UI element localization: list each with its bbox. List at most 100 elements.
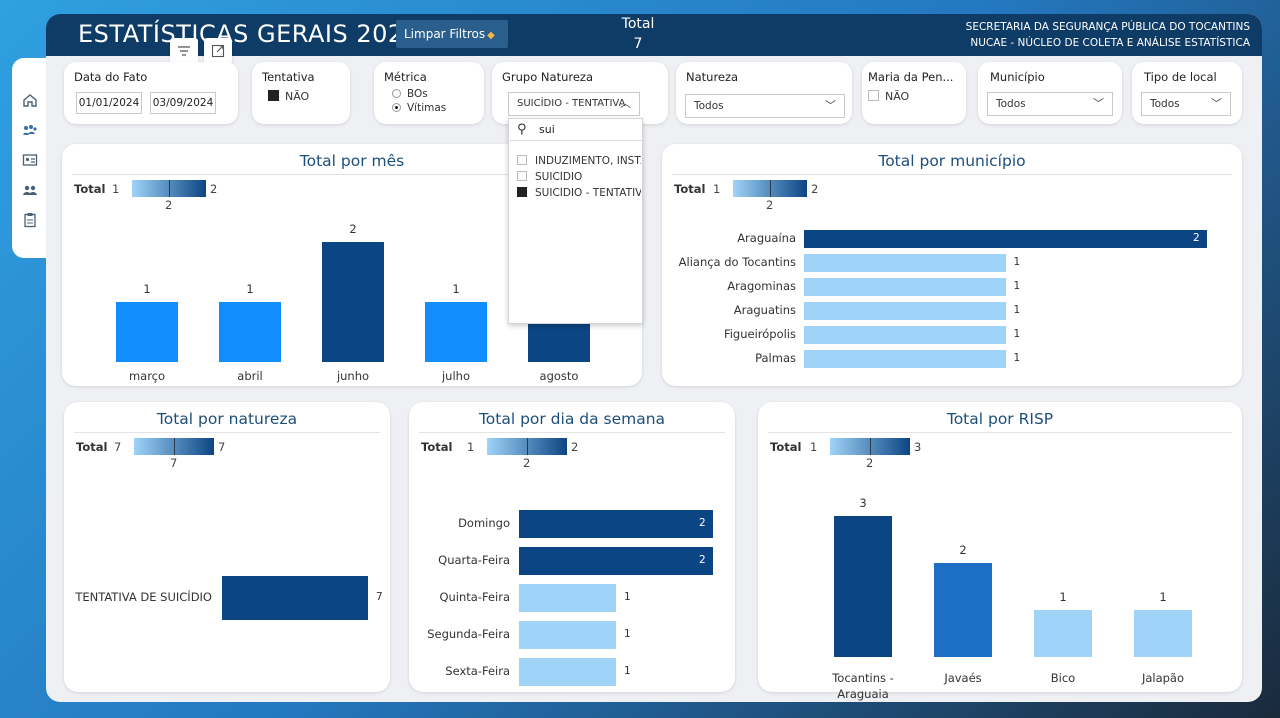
maria-penha-option-label: NÃO: [885, 90, 910, 103]
checkbox-checked: [268, 90, 279, 101]
radio-bos[interactable]: BOs: [392, 88, 428, 100]
search-icon: ⚲: [517, 122, 527, 137]
legend-min: 1: [810, 440, 818, 454]
card-total-por-natureza: Total por natureza Total 7 7 7 TENTATIVA DE S…: [64, 402, 390, 692]
bar-value-label: 2: [1193, 232, 1200, 244]
bar[interactable]: [519, 547, 713, 575]
bar[interactable]: [222, 576, 368, 620]
total-label: Total: [621, 16, 655, 32]
legend-max: 2: [811, 182, 819, 196]
checkbox-unchecked: [517, 155, 527, 165]
tentativa-option[interactable]: NÃO: [268, 90, 309, 103]
date-start-input[interactable]: 01/01/2024: [76, 92, 142, 114]
bar[interactable]: [519, 658, 616, 686]
bar-value-label: 1: [1013, 280, 1021, 292]
category-label: Araguatins: [733, 303, 796, 317]
tipo-local-slicer: Tipo de local Todos ﹀: [1132, 62, 1242, 124]
home-icon[interactable]: [22, 92, 38, 108]
natureza-slicer: Natureza Todos ﹀: [676, 62, 852, 124]
legend-label: Total: [674, 182, 706, 196]
date-end-input[interactable]: 03/09/2024: [150, 92, 216, 114]
municipio-label: Município: [990, 70, 1045, 84]
grupo-natureza-label: Grupo Natureza: [502, 70, 594, 84]
id-card-icon[interactable]: [22, 152, 38, 168]
bar[interactable]: [425, 302, 487, 362]
popup-option-label: INDUZIMENTO, INST...: [535, 155, 641, 167]
bar[interactable]: [804, 326, 1006, 344]
filter-icon[interactable]: [170, 38, 198, 64]
bar-value-label: 1: [1013, 256, 1021, 268]
tipo-local-dropdown[interactable]: Todos ﹀: [1141, 92, 1231, 116]
chevron-down-icon: ﹀: [1093, 97, 1104, 110]
bar[interactable]: [219, 302, 281, 362]
category-label: Quinta-Feira: [439, 590, 510, 604]
legend-max: 2: [210, 182, 218, 196]
radio-selected-icon: [392, 103, 401, 112]
bar-value-label: 7: [376, 591, 383, 603]
bar[interactable]: [519, 584, 616, 612]
bar[interactable]: [834, 516, 892, 657]
bar[interactable]: [804, 302, 1006, 320]
category-label: abril: [237, 369, 263, 383]
bar[interactable]: [804, 278, 1006, 296]
metrica-label: Métrica: [384, 70, 427, 84]
bar-value-label: 2: [349, 222, 357, 236]
bar-value-label: 1: [1013, 304, 1021, 316]
bar-value-label: 1: [1013, 328, 1021, 340]
tentativa-slicer: Tentativa NÃO: [252, 62, 350, 124]
clipboard-icon[interactable]: [22, 212, 38, 228]
bar[interactable]: [116, 302, 178, 362]
category-label: agosto: [539, 369, 579, 383]
maria-penha-option[interactable]: NÃO: [868, 90, 909, 103]
bar-value-label: 2: [699, 554, 706, 566]
popup-search-value: sui: [539, 123, 555, 136]
grupo-natureza-dropdown[interactable]: SUICÍDIO - TENTATIVA ︿: [508, 92, 640, 116]
chart-title: Total por dia da semana: [478, 410, 666, 428]
bar-value-label: 1: [624, 665, 631, 677]
bar[interactable]: [934, 563, 992, 657]
natureza-value: Todos: [694, 100, 724, 112]
people-group-icon[interactable]: [22, 122, 38, 138]
users-icon[interactable]: [22, 182, 38, 198]
bar[interactable]: [1134, 610, 1192, 657]
legend-mid: 2: [766, 198, 774, 212]
radio-vitimas[interactable]: Vítimas: [392, 102, 446, 114]
header-bar: ESTATÍSTICAS GERAIS 2024 Limpar Filtros ◆…: [46, 14, 1262, 56]
legend-label: Total: [421, 440, 453, 454]
sidebar: [12, 58, 46, 258]
tentativa-option-label: NÃO: [285, 90, 310, 103]
category-label: Figueirópolis: [723, 327, 796, 341]
focus-mode-icon[interactable]: [204, 38, 232, 64]
popup-search-input[interactable]: ⚲ sui: [509, 119, 642, 141]
nucae-text: NUCAE - NÚCLEO DE COLETA E ANÁLISE ESTAT…: [970, 37, 1250, 49]
total-card: Total 7: [606, 14, 670, 54]
popup-option[interactable]: SUICÍDIO - TENTATIVA: [517, 187, 641, 199]
bar[interactable]: [804, 254, 1006, 272]
grupo-natureza-value: SUICÍDIO - TENTATIVA: [517, 98, 626, 109]
natureza-label: Natureza: [686, 70, 739, 84]
report-canvas: ESTATÍSTICAS GERAIS 2024 Limpar Filtros ◆…: [46, 14, 1262, 702]
bar[interactable]: [322, 242, 384, 362]
natureza-dropdown[interactable]: Todos ﹀: [685, 94, 845, 118]
title-divider: [419, 432, 725, 433]
popup-option[interactable]: INDUZIMENTO, INST...: [517, 155, 641, 167]
bar[interactable]: [519, 510, 713, 538]
chart-title: Total por município: [878, 152, 1026, 170]
municipio-dropdown[interactable]: Todos ﹀: [987, 92, 1113, 116]
bar[interactable]: [804, 350, 1006, 368]
page-title: ESTATÍSTICAS GERAIS 2024: [78, 20, 420, 48]
popup-option[interactable]: SUICÍDIO: [517, 171, 641, 183]
clear-filters-button[interactable]: Limpar Filtros ◆: [396, 20, 508, 48]
category-label: Tocantins - Araguaia: [832, 671, 894, 701]
bar-value-label: 1: [624, 628, 631, 640]
bar[interactable]: [1034, 610, 1092, 657]
bar[interactable]: [519, 621, 616, 649]
municipio-value: Todos: [996, 98, 1026, 110]
chart-title: Total por natureza: [156, 410, 298, 428]
metrica-slicer: Métrica BOs Vítimas: [374, 62, 484, 124]
category-label: Aliança do Tocantins: [678, 255, 796, 269]
category-label: Domingo: [458, 516, 510, 530]
legend-min: 1: [467, 440, 475, 454]
title-divider: [672, 174, 1232, 175]
bar[interactable]: [804, 230, 1207, 248]
